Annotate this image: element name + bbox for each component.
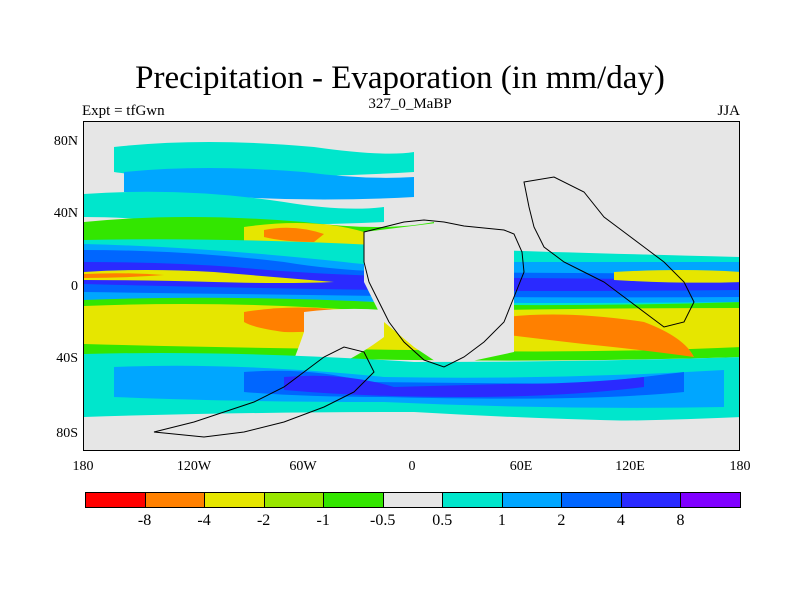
colorbar-label: -2 (256, 512, 271, 529)
colorbar-swatch (144, 492, 206, 508)
colorbar-label: 1 (497, 512, 506, 529)
colorbar-swatch (501, 492, 563, 508)
colorbar-label: 8 (676, 512, 685, 529)
contour-orange-south-east (484, 314, 694, 357)
colorbar-swatch (561, 492, 622, 508)
colorbar-label: -4 (197, 512, 211, 529)
colorbar-swatch (323, 492, 384, 508)
neutral-far-south (84, 417, 739, 450)
contour-yellow-eq (84, 270, 334, 283)
coastline-east (523, 176, 695, 328)
map-title: Precipitation - Evaporation (in mm/day) (135, 60, 665, 96)
x-label-60W: 60W (289, 459, 317, 474)
colorbar-label: -1 (316, 512, 330, 529)
x-label-120W: 120W (176, 459, 212, 474)
coastline-south (153, 346, 375, 438)
colorbar-swatch (442, 492, 503, 508)
y-label-0: 0 (71, 279, 78, 294)
colorbar-swatch (204, 492, 265, 508)
season-label: JJA (717, 103, 740, 119)
time-label: 327_0_MaBP (368, 96, 452, 112)
x-label-180-east: 180 (729, 459, 751, 474)
coastline (363, 219, 525, 368)
x-label-120E: 120E (615, 459, 645, 474)
contour-lightblue-north (124, 168, 414, 200)
contour-darkblue-south (284, 375, 644, 397)
contour-map (84, 122, 739, 450)
experiment-label: Expt = tfGwn (82, 103, 165, 119)
colorbar-label: 4 (616, 512, 625, 529)
x-label-60E: 60E (509, 459, 533, 474)
colorbar-swatch (263, 492, 325, 508)
y-label-80S: 80S (56, 426, 78, 441)
colorbar-label: -8 (137, 512, 152, 529)
colorbar-label: 2 (557, 512, 566, 529)
colorbar-swatch (620, 492, 682, 508)
contour-darkblue-eq (84, 262, 739, 291)
colorbar-label: 0.5 (432, 512, 453, 529)
colorbar-swatch (680, 492, 741, 508)
continent-central (364, 222, 514, 367)
y-label-80N: 80N (53, 134, 78, 149)
colorbar-label: -0.5 (370, 512, 396, 529)
y-label-40N: 40N (53, 206, 78, 221)
y-label-40S: 40S (56, 351, 78, 366)
contour-orange-north (264, 227, 324, 242)
colorbar-swatch (85, 492, 146, 508)
colorbar-swatch (382, 492, 444, 508)
contour-cyan-north2 (84, 191, 384, 225)
map-panel (83, 121, 740, 451)
x-label-0: 0 (408, 459, 416, 474)
x-label-180-west: 180 (72, 459, 94, 474)
contour-orange-eq (84, 273, 164, 278)
contour-yellow-eq-east (614, 270, 739, 283)
